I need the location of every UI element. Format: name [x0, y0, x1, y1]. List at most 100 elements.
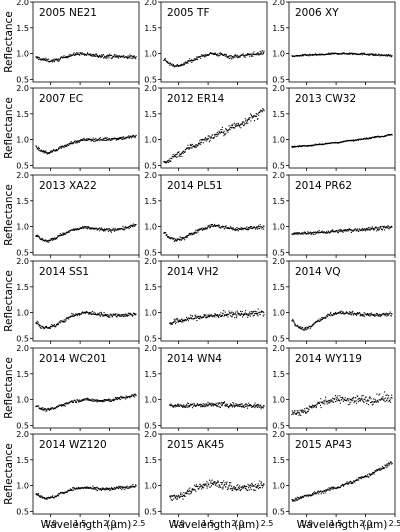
data-point [119, 314, 121, 316]
data-point [374, 54, 376, 56]
data-point [107, 55, 110, 57]
data-point [104, 398, 106, 401]
data-point [195, 490, 197, 492]
data-point [101, 487, 103, 489]
data-point [40, 58, 42, 60]
data-point [237, 230, 239, 232]
data-point [237, 228, 239, 230]
data-point [329, 400, 331, 402]
data-point [99, 55, 101, 57]
y-tick-label: 1.0 [144, 396, 157, 405]
data-point [245, 486, 247, 488]
data-point [252, 116, 254, 118]
y-tick-label: 1.0 [144, 50, 157, 59]
data-point [131, 485, 133, 487]
data-point [325, 317, 327, 319]
data-point [334, 312, 336, 314]
data-point [40, 150, 42, 152]
data-point [345, 312, 347, 314]
data-point [48, 241, 50, 243]
data-point [83, 311, 85, 313]
data-point [316, 231, 318, 233]
data-point [225, 128, 227, 130]
data-point [57, 494, 59, 496]
data-point [254, 489, 256, 491]
data-point [304, 232, 307, 234]
data-point [75, 142, 77, 144]
data-point [51, 326, 53, 328]
data-point [216, 135, 218, 137]
data-point [222, 226, 224, 228]
data-point [41, 408, 43, 410]
data-point [306, 233, 308, 235]
y-tick-label: 0.5 [272, 334, 285, 343]
data-point [387, 398, 389, 400]
data-point [73, 489, 75, 491]
data-point [247, 118, 249, 121]
data-point [124, 56, 126, 58]
data-point [324, 396, 327, 398]
data-point [180, 404, 182, 406]
data-point [255, 113, 257, 115]
data-point [298, 233, 300, 235]
data-point [108, 487, 110, 489]
data-point [239, 56, 241, 58]
data-point [388, 395, 390, 397]
data-point [55, 495, 58, 498]
data-point [127, 57, 129, 60]
data-point [199, 140, 201, 142]
data-point [186, 62, 188, 64]
data-point [331, 488, 334, 490]
data-point [367, 228, 369, 230]
data-point [356, 229, 358, 231]
data-point [260, 52, 262, 54]
data-point [121, 489, 123, 491]
data-point [372, 403, 374, 405]
data-point [244, 312, 246, 314]
data-point [316, 491, 318, 493]
data-point [37, 493, 40, 495]
data-point [376, 230, 378, 232]
data-point [314, 405, 316, 407]
data-point [379, 393, 381, 395]
data-point [251, 483, 253, 485]
data-point [59, 57, 62, 59]
data-point [46, 240, 48, 243]
data-point [72, 486, 74, 489]
data-point [370, 312, 372, 314]
data-point [184, 151, 186, 153]
data-point [307, 495, 309, 498]
data-point [328, 143, 330, 145]
data-point [87, 486, 89, 488]
y-axis-label: Reflectance [3, 443, 15, 505]
data-point [363, 53, 365, 55]
data-point [129, 55, 131, 57]
data-point [104, 56, 107, 58]
data-point [134, 56, 136, 58]
y-tick-label: 1.0 [272, 396, 285, 405]
data-point [185, 405, 187, 407]
data-point [325, 400, 327, 402]
data-point [307, 231, 309, 233]
data-point [218, 224, 220, 227]
data-point [338, 53, 340, 55]
data-point [189, 317, 191, 319]
data-point [108, 228, 110, 230]
data-point [366, 314, 368, 316]
data-point [391, 313, 393, 315]
data-point [341, 52, 343, 54]
data-point [238, 56, 240, 59]
data-point [68, 56, 70, 58]
data-point [308, 55, 310, 57]
data-point [242, 404, 244, 407]
data-point [353, 480, 356, 482]
data-point [99, 139, 101, 141]
data-point [188, 317, 190, 319]
data-point [304, 327, 306, 329]
data-point [235, 125, 237, 128]
data-point [206, 53, 208, 55]
data-point [219, 54, 221, 56]
data-point [90, 53, 92, 55]
y-tick-label: 0.5 [272, 248, 285, 257]
